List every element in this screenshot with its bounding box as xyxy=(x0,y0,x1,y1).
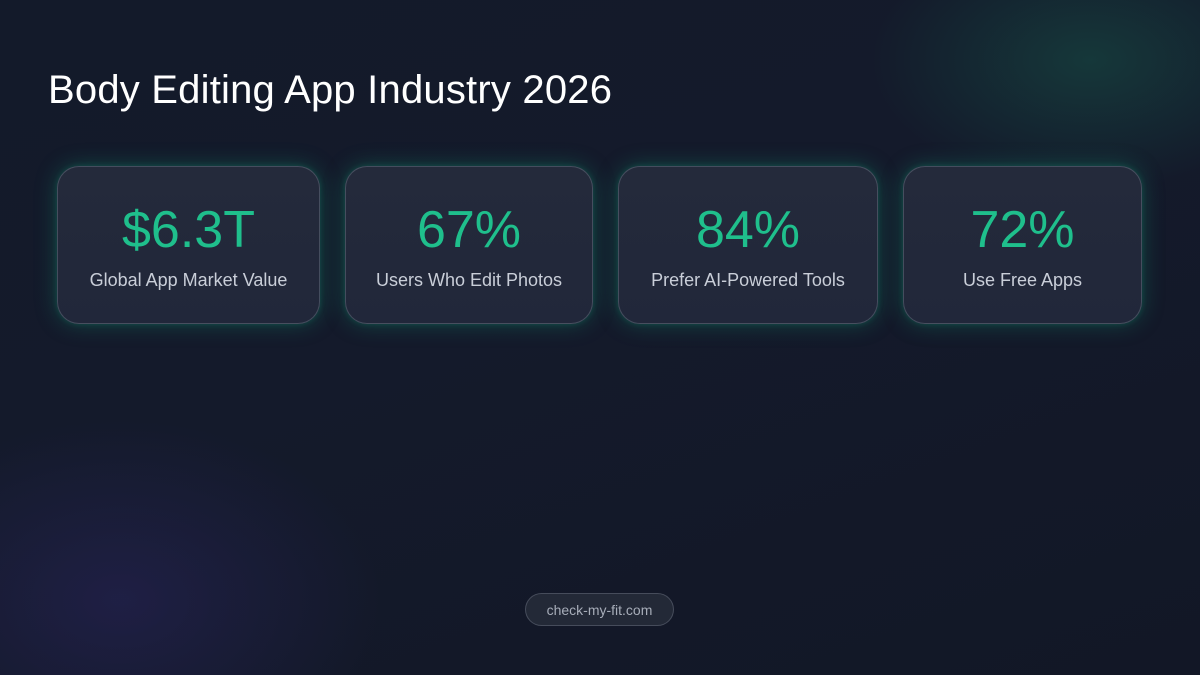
stat-card-market-value: $6.3T Global App Market Value xyxy=(57,166,320,324)
stat-value: $6.3T xyxy=(122,201,255,259)
stat-value: 84% xyxy=(695,201,801,259)
stat-card-free-apps: 72% Use Free Apps xyxy=(903,166,1142,324)
page-title: Body Editing App Industry 2026 xyxy=(48,68,613,112)
stat-card-edit-photos: 67% Users Who Edit Photos xyxy=(345,166,593,324)
site-link-pill[interactable]: check-my-fit.com xyxy=(525,593,674,626)
stat-value: 67% xyxy=(416,201,522,259)
stat-label: Global App Market Value xyxy=(89,270,288,290)
stat-label: Use Free Apps xyxy=(962,270,1083,290)
stat-label: Users Who Edit Photos xyxy=(375,270,563,290)
stat-label: Prefer AI-Powered Tools xyxy=(651,270,845,290)
stat-value: 72% xyxy=(970,201,1075,259)
stat-card-ai-tools: 84% Prefer AI-Powered Tools xyxy=(618,166,878,324)
